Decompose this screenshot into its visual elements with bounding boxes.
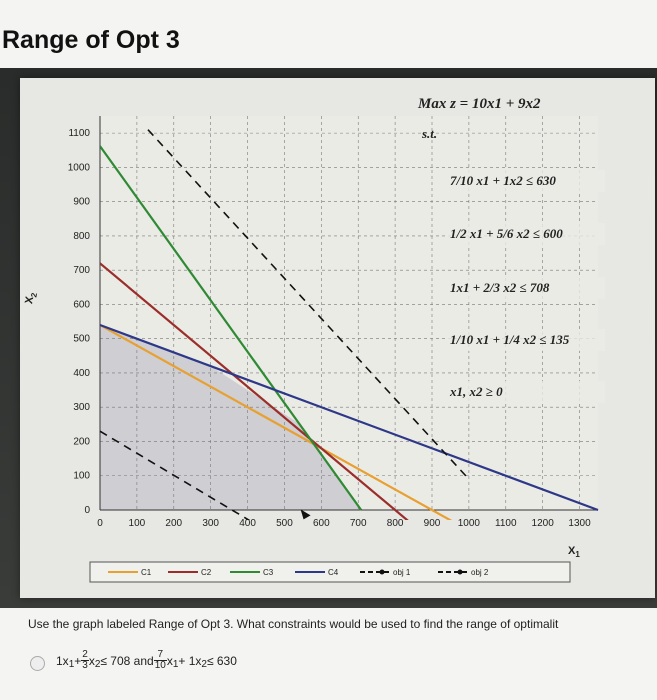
legend-box <box>89 561 571 583</box>
answer-option-1[interactable]: 1x1 + 2 3 x2 ≤ 708 and 7 10 x1 + 1x2 ≤ 630 <box>30 650 650 680</box>
constraint-background <box>445 277 605 299</box>
constraint-background <box>445 381 605 403</box>
feasible-region <box>100 324 362 510</box>
y-tick-label: 300 <box>73 402 90 413</box>
constraint-background <box>445 329 605 351</box>
obj2-arrow <box>300 509 311 520</box>
objective-text: Max z = 10x1 + 9x2 <box>417 96 541 112</box>
legend-label: C1 <box>141 568 152 577</box>
y-tick-label: 800 <box>73 231 90 242</box>
series-line-c4 <box>100 323 599 512</box>
answer-option-text: 1x1 + 2 3 x2 ≤ 708 and 7 10 x1 + 1x2 ≤ 630 <box>56 649 237 671</box>
radio-button[interactable] <box>30 656 45 671</box>
chart-svg: 0 100 200 300 400 500 600 700 800 900 1000 1100 1200… <box>23 96 605 583</box>
series-line-obj-1 <box>147 129 470 480</box>
constraint-text: 1/10 x1 + 1/4 x2 ≤ 135 <box>450 332 570 347</box>
series-group <box>100 129 599 520</box>
x-tick-label: 700 <box>350 518 367 529</box>
y-tick-label: 100 <box>73 471 90 482</box>
y-tick-label: 1100 <box>68 128 90 139</box>
x-tick-label: 100 <box>129 518 146 529</box>
legend-label: C4 <box>328 568 339 577</box>
constraint-background <box>445 223 605 245</box>
legend-label: obj 1 <box>393 568 411 577</box>
x-tick-label: 1300 <box>568 518 591 529</box>
y-tick-label: 0 <box>84 505 90 516</box>
y-axis-label: X2 <box>23 291 39 306</box>
x-tick-label: 600 <box>313 518 330 529</box>
legend-marker <box>457 569 463 575</box>
legend-label: obj 2 <box>471 568 489 577</box>
question-text: Use the graph labeled Range of Opt 3. Wh… <box>28 617 559 631</box>
y-tick-label: 500 <box>73 334 90 345</box>
y-tick-label: 400 <box>73 368 90 379</box>
x-tick-label: 400 <box>239 518 256 529</box>
legend-marker <box>379 569 385 575</box>
x-tick-label: 1200 <box>532 518 555 529</box>
y-tick-label: 200 <box>73 436 90 447</box>
y-tick-label: 900 <box>73 197 90 208</box>
constraint-text: 7/10 x1 + 1x2 ≤ 630 <box>450 173 556 188</box>
x-tick-label: 1100 <box>495 518 517 529</box>
x-axis-label: X1 <box>568 545 580 559</box>
chart-card: 0 100 200 300 400 500 600 700 800 900 1000 1100 1200… <box>20 78 655 598</box>
series-line-c2 <box>100 262 409 520</box>
y-tick-label: 700 <box>73 265 90 276</box>
constraint-text: 1x1 + 2/3 x2 ≤ 708 <box>450 280 550 295</box>
constraint-background <box>445 170 605 192</box>
y-tick-label: 1000 <box>68 162 91 173</box>
constraint-text: x1, x2 ≥ 0 <box>449 384 503 399</box>
x-tick-label: 200 <box>165 518 182 529</box>
series-line-c3 <box>100 145 363 511</box>
x-tick-label: 1000 <box>458 518 481 529</box>
x-tick-label: 900 <box>424 518 441 529</box>
y-tick-label: 600 <box>73 299 90 310</box>
x-tick-label: 800 <box>387 518 404 529</box>
st-text: s.t. <box>421 126 437 141</box>
page-title: Range of Opt 3 <box>2 26 180 54</box>
x-tick-label: 300 <box>202 518 219 529</box>
constraint-text: 1/2 x1 + 5/6 x2 ≤ 600 <box>450 226 563 241</box>
legend-label: C3 <box>263 568 274 577</box>
x-tick-label: 500 <box>276 518 293 529</box>
x-tick-label: 0 <box>97 518 103 529</box>
legend-label: C2 <box>201 568 212 577</box>
